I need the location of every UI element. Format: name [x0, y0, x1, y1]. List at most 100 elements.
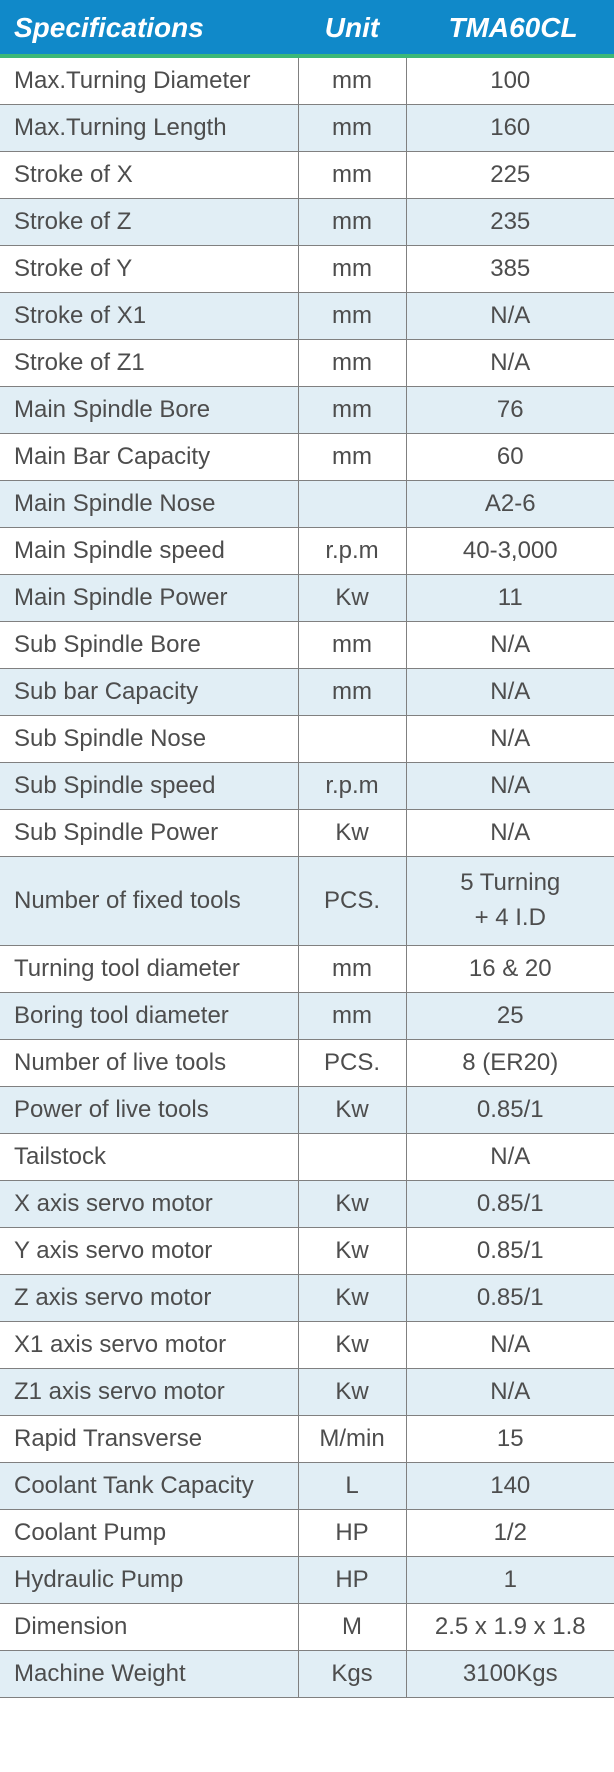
spec-cell: Turning tool diameter — [0, 945, 298, 992]
unit-cell: Kw — [298, 810, 406, 857]
spec-cell: Z1 axis servo motor — [0, 1368, 298, 1415]
value-cell: 40-3,000 — [406, 528, 614, 575]
table-row: Sub Spindle speedr.p.mN/A — [0, 763, 614, 810]
spec-cell: Tailstock — [0, 1133, 298, 1180]
value-cell: N/A — [406, 763, 614, 810]
table-row: X1 axis servo motorKwN/A — [0, 1321, 614, 1368]
spec-cell: Main Bar Capacity — [0, 434, 298, 481]
spec-cell: Stroke of Y — [0, 246, 298, 293]
spec-cell: Number of fixed tools — [0, 857, 298, 946]
value-cell: 76 — [406, 387, 614, 434]
value-cell: 100 — [406, 56, 614, 105]
spec-cell: Main Spindle speed — [0, 528, 298, 575]
spec-cell: Sub Spindle speed — [0, 763, 298, 810]
table-row: Main Spindle PowerKw11 — [0, 575, 614, 622]
table-row: Number of fixed toolsPCS.5 Turning+ 4 I.… — [0, 857, 614, 946]
table-row: Main Spindle NoseA2-6 — [0, 481, 614, 528]
unit-cell: mm — [298, 434, 406, 481]
unit-cell: mm — [298, 246, 406, 293]
table-row: Z1 axis servo motorKwN/A — [0, 1368, 614, 1415]
table-row: Max.Turning Lengthmm160 — [0, 105, 614, 152]
value-cell: 160 — [406, 105, 614, 152]
unit-cell: Kw — [298, 1180, 406, 1227]
table-row: Main Spindle speedr.p.m40-3,000 — [0, 528, 614, 575]
unit-cell: mm — [298, 105, 406, 152]
value-cell: 385 — [406, 246, 614, 293]
unit-cell: Kgs — [298, 1650, 406, 1697]
spec-cell: Z axis servo motor — [0, 1274, 298, 1321]
header-specifications: Specifications — [0, 0, 298, 56]
table-row: Coolant PumpHP1/2 — [0, 1509, 614, 1556]
table-row: Sub Spindle BoremmN/A — [0, 622, 614, 669]
spec-cell: Sub Spindle Bore — [0, 622, 298, 669]
value-cell: N/A — [406, 340, 614, 387]
unit-cell: Kw — [298, 1368, 406, 1415]
table-row: X axis servo motorKw0.85/1 — [0, 1180, 614, 1227]
spec-cell: Main Spindle Bore — [0, 387, 298, 434]
spec-cell: Coolant Tank Capacity — [0, 1462, 298, 1509]
table-row: Coolant Tank CapacityL140 — [0, 1462, 614, 1509]
spec-cell: Dimension — [0, 1603, 298, 1650]
value-cell: N/A — [406, 1368, 614, 1415]
value-cell: 60 — [406, 434, 614, 481]
table-row: Stroke of Z1mmN/A — [0, 340, 614, 387]
unit-cell: L — [298, 1462, 406, 1509]
value-cell: 235 — [406, 199, 614, 246]
unit-cell: mm — [298, 669, 406, 716]
unit-cell — [298, 481, 406, 528]
spec-cell: Boring tool diameter — [0, 992, 298, 1039]
value-cell: 225 — [406, 152, 614, 199]
unit-cell: Kw — [298, 1227, 406, 1274]
unit-cell: HP — [298, 1556, 406, 1603]
value-cell: 8 (ER20) — [406, 1039, 614, 1086]
unit-cell: PCS. — [298, 857, 406, 946]
table-row: Z axis servo motorKw0.85/1 — [0, 1274, 614, 1321]
value-cell: 1 — [406, 1556, 614, 1603]
unit-cell — [298, 1133, 406, 1180]
spec-cell: X1 axis servo motor — [0, 1321, 298, 1368]
value-cell: N/A — [406, 622, 614, 669]
spec-cell: Rapid Transverse — [0, 1415, 298, 1462]
spec-cell: Stroke of X — [0, 152, 298, 199]
value-cell: N/A — [406, 669, 614, 716]
unit-cell: mm — [298, 152, 406, 199]
unit-cell: HP — [298, 1509, 406, 1556]
spec-cell: Stroke of Z1 — [0, 340, 298, 387]
value-cell: 0.85/1 — [406, 1180, 614, 1227]
value-cell: 15 — [406, 1415, 614, 1462]
table-row: Max.Turning Diametermm100 — [0, 56, 614, 105]
unit-cell: mm — [298, 387, 406, 434]
value-cell: 0.85/1 — [406, 1274, 614, 1321]
unit-cell: mm — [298, 340, 406, 387]
spec-cell: Power of live tools — [0, 1086, 298, 1133]
value-cell: 2.5 x 1.9 x 1.8 — [406, 1603, 614, 1650]
value-cell: 0.85/1 — [406, 1086, 614, 1133]
table-header-row: Specifications Unit TMA60CL — [0, 0, 614, 56]
value-cell: 11 — [406, 575, 614, 622]
value-cell: 0.85/1 — [406, 1227, 614, 1274]
table-row: Turning tool diametermm16 & 20 — [0, 945, 614, 992]
spec-cell: Sub Spindle Nose — [0, 716, 298, 763]
table-row: DimensionM2.5 x 1.9 x 1.8 — [0, 1603, 614, 1650]
unit-cell: mm — [298, 293, 406, 340]
unit-cell: M — [298, 1603, 406, 1650]
value-cell: 140 — [406, 1462, 614, 1509]
table-row: Rapid TransverseM/min15 — [0, 1415, 614, 1462]
value-cell: 5 Turning+ 4 I.D — [406, 857, 614, 946]
spec-cell: X axis servo motor — [0, 1180, 298, 1227]
table-row: Sub Spindle PowerKwN/A — [0, 810, 614, 857]
unit-cell: r.p.m — [298, 763, 406, 810]
table-row: Number of live toolsPCS.8 (ER20) — [0, 1039, 614, 1086]
table-row: TailstockN/A — [0, 1133, 614, 1180]
value-cell: 25 — [406, 992, 614, 1039]
header-model: TMA60CL — [406, 0, 614, 56]
table-row: Sub Spindle NoseN/A — [0, 716, 614, 763]
spec-cell: Max.Turning Diameter — [0, 56, 298, 105]
spec-cell: Stroke of Z — [0, 199, 298, 246]
table-row: Hydraulic PumpHP1 — [0, 1556, 614, 1603]
value-cell: N/A — [406, 1321, 614, 1368]
table-row: Main Bar Capacitymm60 — [0, 434, 614, 481]
table-row: Power of live toolsKw0.85/1 — [0, 1086, 614, 1133]
spec-cell: Y axis servo motor — [0, 1227, 298, 1274]
table-row: Main Spindle Boremm76 — [0, 387, 614, 434]
